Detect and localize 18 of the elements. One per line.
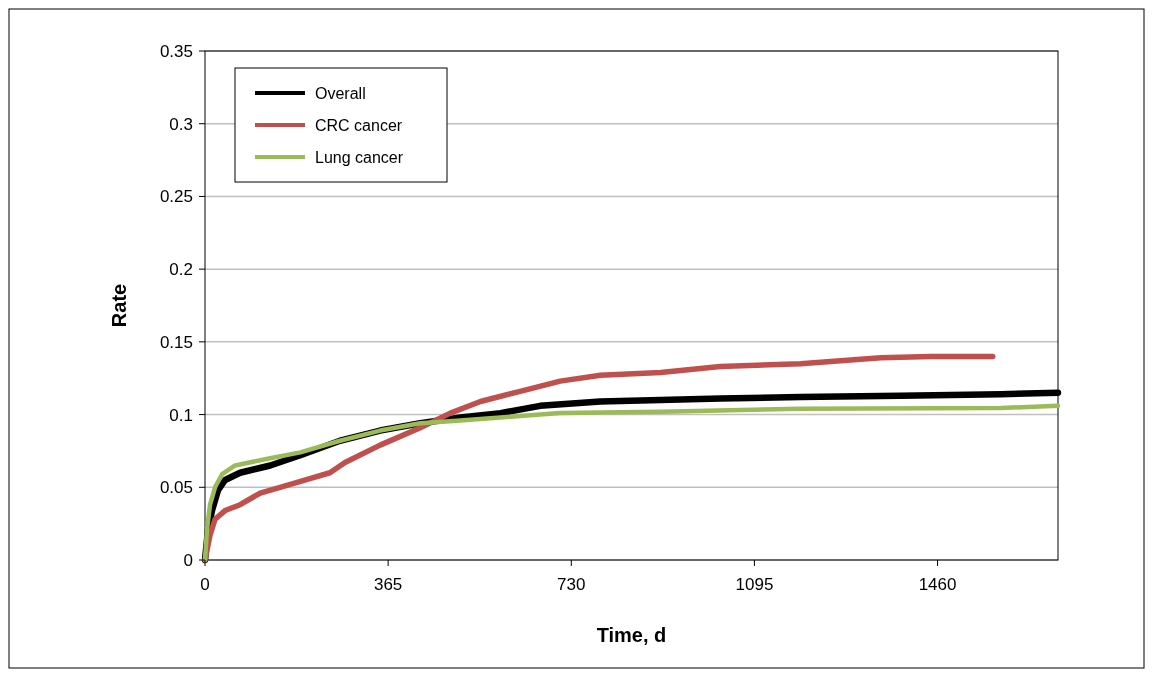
legend-label: CRC cancer bbox=[315, 116, 403, 134]
x-tick-label: 365 bbox=[373, 575, 403, 594]
y-tick-label: 0.05 bbox=[159, 478, 193, 498]
y-tick-label: 0.35 bbox=[159, 41, 193, 61]
legend-label: Lung cancer bbox=[315, 148, 404, 166]
y-tick-label: 0.2 bbox=[169, 260, 193, 280]
x-axis-title: Time, d bbox=[596, 624, 667, 646]
x-tick-label: 730 bbox=[557, 575, 586, 594]
y-tick-label: 0.25 bbox=[159, 187, 193, 207]
y-tick-label: 0 bbox=[183, 550, 193, 570]
x-tick-label: 0 bbox=[200, 575, 210, 594]
y-tick-label: 0.1 bbox=[169, 405, 193, 425]
x-tick-label: 1460 bbox=[918, 575, 957, 594]
legend-label: Overall bbox=[315, 84, 366, 102]
y-tick-label: 0.3 bbox=[169, 114, 193, 134]
x-tick-label: 1095 bbox=[735, 575, 774, 594]
y-axis-title: Rate bbox=[108, 283, 130, 328]
y-tick-label: 0.15 bbox=[159, 332, 193, 352]
